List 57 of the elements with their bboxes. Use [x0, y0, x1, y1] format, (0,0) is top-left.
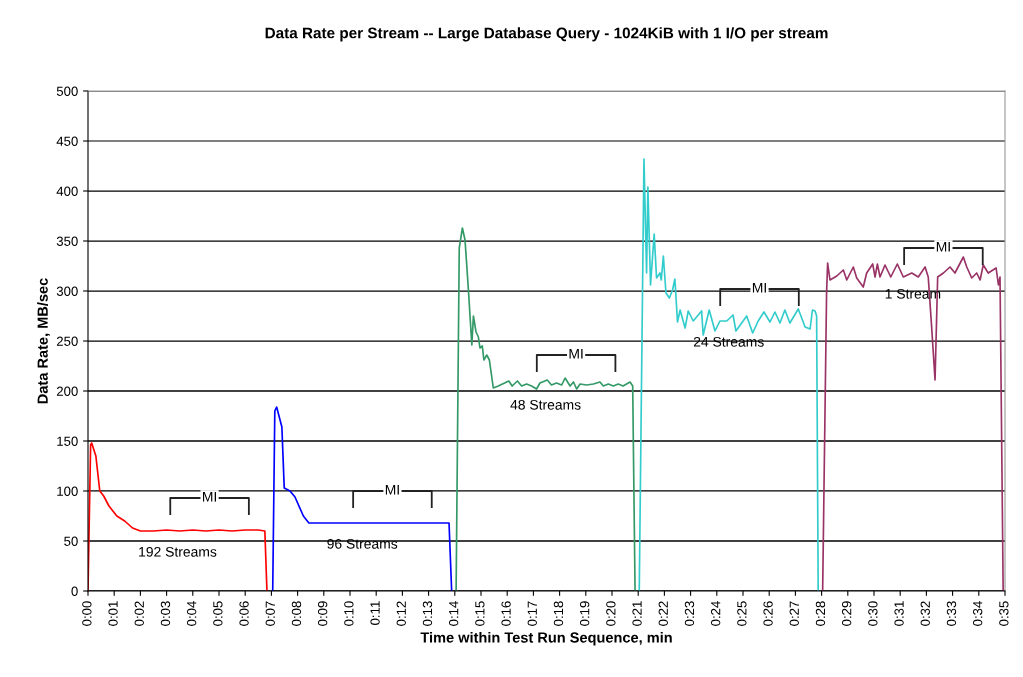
x-tick-label: 0:17: [527, 601, 537, 626]
x-tick-label: 0:20: [606, 601, 616, 626]
x-tick-label: 0:28: [815, 601, 826, 626]
annotation: MI: [752, 283, 766, 293]
y-tick-label: 500: [56, 86, 78, 96]
x-tick-label: 0:14: [449, 601, 459, 626]
y-tick-label: 50: [64, 536, 78, 546]
y-tick-label: 350: [56, 236, 78, 246]
x-tick-label: 0:02: [134, 601, 144, 626]
y-tick-label: 250: [56, 336, 78, 346]
x-tick-label: 0:21: [632, 601, 642, 626]
x-tick-label: 0:06: [239, 601, 249, 626]
y-tick-label: 0: [71, 586, 78, 596]
x-tick-label: 0:19: [580, 601, 590, 626]
x-tick-label: 0:10: [344, 601, 354, 626]
x-tick-label: 0:26: [763, 601, 773, 626]
y-tick-label: 400: [56, 186, 78, 196]
chart-title: Data Rate per Stream -- Large Database Query - 1024KiB with 1 I/O per stream: [265, 27, 828, 42]
x-tick-label: 0:11: [370, 601, 380, 625]
x-tick-label: 0:34: [973, 601, 983, 626]
annotation: MI: [385, 485, 399, 495]
annotation: MI: [936, 242, 950, 252]
x-tick-label: 0:15: [475, 601, 485, 626]
x-tick-label: 0:01: [108, 601, 118, 626]
x-tick-label: 0:31: [894, 601, 904, 626]
y-tick-label: 150: [57, 436, 78, 446]
x-tick-label: 0:32: [920, 601, 930, 626]
y-tick-label: 450: [56, 136, 78, 146]
y-tick-label: 300: [56, 286, 78, 296]
x-tick-label: 0:33: [946, 601, 957, 626]
x-tick-label: 0:07: [265, 601, 275, 626]
x-tick-label: 0:23: [684, 601, 695, 626]
x-tick-label: 0:29: [842, 601, 852, 626]
x-tick-label: 0:08: [291, 601, 302, 626]
x-tick-label: 0:05: [213, 601, 223, 626]
x-tick-label: 0:13: [422, 601, 433, 626]
x-tick-label: 0:18: [553, 601, 564, 626]
annotation: MI: [202, 492, 216, 502]
x-tick-label: 0:00: [82, 601, 92, 626]
series-label: 192 Streams: [139, 546, 217, 557]
series-label: 48 Streams: [510, 399, 581, 410]
x-tick-label: 0:03: [160, 601, 171, 626]
x-tick-label: 0:30: [868, 601, 878, 626]
x-tick-label: 0:35: [999, 601, 1009, 626]
x-tick-label: 0:04: [187, 601, 197, 626]
x-tick-label: 0:09: [318, 601, 328, 626]
annotation: MI: [569, 349, 583, 359]
x-tick-label: 0:16: [501, 601, 511, 626]
x-tick-label: 0:22: [658, 601, 668, 626]
x-tick-label: 0:25: [737, 601, 747, 626]
x-tick-label: 0:27: [789, 601, 799, 626]
y-axis-title: Data Rate, MB/sec: [37, 278, 50, 404]
y-tick-label: 100: [57, 486, 78, 496]
y-tick-label: 200: [56, 386, 78, 396]
x-tick-label: 0:12: [396, 601, 406, 626]
x-tick-label: 0:24: [711, 601, 721, 626]
x-axis-title: Time within Test Run Sequence, min: [420, 631, 672, 646]
